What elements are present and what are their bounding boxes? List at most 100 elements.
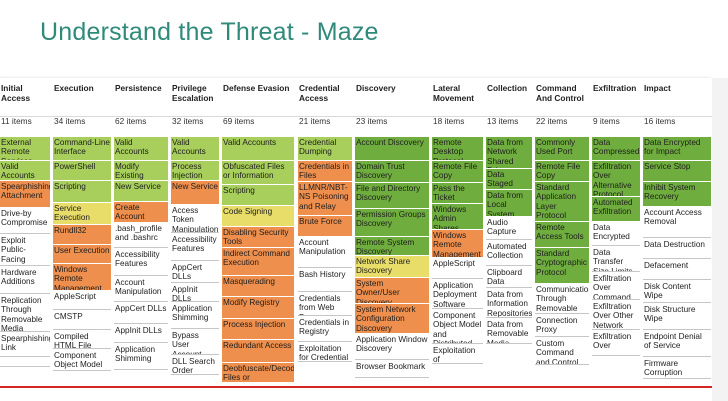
technique-cell[interactable]: Remote File Copy — [535, 161, 589, 181]
technique-cell[interactable]: Modify Existing Service — [114, 161, 168, 180]
technique-cell[interactable]: Access Token Manipulation — [171, 205, 219, 233]
tactic-header[interactable]: Impact — [644, 83, 671, 93]
technique-cell[interactable]: Exfiltration Over — [592, 331, 640, 356]
technique-cell[interactable]: Automated Exfiltration — [592, 197, 640, 221]
technique-cell[interactable]: Deobfuscate/Decode Files or Information — [222, 363, 294, 382]
technique-cell[interactable]: Data from Local System — [486, 190, 532, 216]
technique-cell[interactable]: Inhibit System Recovery — [643, 182, 711, 206]
technique-cell[interactable]: Remote System Discovery — [355, 237, 429, 255]
technique-cell[interactable]: Spearphishing Attachment — [0, 181, 50, 207]
technique-cell[interactable]: Credentials from Web Browsers — [298, 293, 352, 316]
technique-cell[interactable]: Standard Cryptographic Protocol — [535, 248, 589, 283]
technique-cell[interactable]: LLMNR/NBT-NS Poisoning and Relay — [298, 182, 352, 215]
technique-cell[interactable]: Data Compressed — [592, 137, 640, 160]
tactic-header[interactable]: Lateral Movement — [433, 83, 475, 103]
technique-cell[interactable]: Exploit Public-Facing Application — [0, 235, 50, 266]
technique-cell[interactable]: Brute Force — [298, 216, 352, 236]
technique-cell[interactable]: Communication Through Removable Media — [535, 284, 589, 314]
technique-cell[interactable]: Modify Registry — [222, 297, 294, 318]
technique-cell[interactable]: File and Directory Discovery — [355, 183, 429, 208]
technique-cell[interactable]: Network Share Discovery — [355, 256, 429, 277]
technique-cell[interactable]: Data Transfer Size Limits — [592, 247, 640, 272]
technique-cell[interactable]: Data from Removable Media — [486, 319, 532, 344]
technique-cell[interactable]: Firmware Corruption — [643, 358, 711, 379]
technique-cell[interactable]: Redundant Access — [222, 340, 294, 362]
technique-cell[interactable]: Create Account — [114, 202, 168, 222]
technique-cell[interactable]: Disk Content Wipe — [643, 281, 711, 303]
technique-cell[interactable]: Indirect Command Execution — [222, 248, 294, 275]
technique-cell[interactable]: Exploitation for Credential Access — [298, 343, 352, 362]
tactic-header[interactable]: Privilege Escalation — [172, 83, 214, 103]
tactic-header[interactable]: Collection — [487, 83, 528, 93]
technique-cell[interactable]: Service Execution — [53, 203, 111, 224]
tactic-header[interactable]: Discovery — [356, 83, 396, 93]
technique-cell[interactable]: Custom Command and Control — [535, 338, 589, 365]
technique-cell[interactable]: Domain Trust Discovery — [355, 161, 429, 182]
technique-cell[interactable]: Account Manipulation — [114, 277, 168, 302]
technique-cell[interactable]: Hardware Additions — [0, 267, 50, 294]
technique-cell[interactable]: Remote Desktop Protocol — [432, 137, 483, 160]
technique-cell[interactable]: Data Encrypted — [592, 222, 640, 246]
technique-cell[interactable]: Pass the Ticket — [432, 183, 483, 203]
tactic-header[interactable]: Persistence — [115, 83, 162, 93]
technique-cell[interactable]: New Service — [114, 181, 168, 201]
technique-cell[interactable] — [0, 358, 50, 367]
technique-cell[interactable]: Windows Admin Shares — [432, 204, 483, 229]
technique-cell[interactable]: Service Stop — [643, 161, 711, 181]
technique-cell[interactable]: Accessibility Features — [171, 234, 219, 261]
technique-cell[interactable]: Credentials in Registry — [298, 317, 352, 342]
technique-cell[interactable]: Data Encrypted for Impact — [643, 137, 711, 160]
technique-cell[interactable]: AppCert DLLs — [171, 262, 219, 283]
technique-cell[interactable]: AppleScript — [432, 258, 483, 279]
technique-cell[interactable]: Valid Accounts — [222, 137, 294, 160]
technique-cell[interactable]: Automated Collection — [486, 241, 532, 266]
technique-cell[interactable]: PowerShell — [53, 161, 111, 180]
technique-cell[interactable]: Connection Proxy — [535, 315, 589, 337]
technique-cell[interactable]: Remote Access Tools — [535, 222, 589, 247]
technique-cell[interactable]: External Remote Services — [0, 137, 50, 160]
technique-cell[interactable]: User Execution — [53, 245, 111, 263]
technique-cell[interactable]: Exfiltration Over Command and Control Ch… — [592, 273, 640, 300]
technique-cell[interactable]: Account Manipulation — [298, 237, 352, 268]
technique-cell[interactable]: System Owner/User Discovery — [355, 278, 429, 303]
tactic-header[interactable]: Initial Access — [1, 83, 31, 103]
technique-cell[interactable]: CMSTP — [53, 311, 111, 330]
technique-cell[interactable]: Windows Remote Management — [432, 230, 483, 257]
tactic-header[interactable]: Defense Evasion — [223, 83, 290, 93]
technique-cell[interactable]: Scripting — [53, 181, 111, 202]
technique-cell[interactable]: Data from Information Repositories — [486, 289, 532, 318]
technique-cell[interactable]: Application Shimming — [114, 344, 168, 370]
technique-cell[interactable]: Spearphishing Link — [0, 333, 50, 357]
tactic-header[interactable]: Execution — [54, 83, 94, 93]
technique-cell[interactable]: Compiled HTML File — [53, 331, 111, 349]
technique-cell[interactable]: Accessibility Features — [114, 249, 168, 276]
tactic-header[interactable]: Exfiltration — [593, 83, 637, 93]
technique-cell[interactable]: Masquerading — [222, 276, 294, 296]
technique-cell[interactable]: AppInit DLLs — [114, 325, 168, 343]
technique-cell[interactable]: Bypass User Account Control — [171, 330, 219, 355]
technique-cell[interactable]: Commonly Used Port — [535, 137, 589, 160]
technique-cell[interactable]: .bash_profile and .bashrc — [114, 223, 168, 248]
technique-cell[interactable]: System Network Configuration Discovery — [355, 304, 429, 333]
technique-cell[interactable]: Remote File Copy — [432, 161, 483, 182]
technique-cell[interactable]: Credential Dumping — [298, 137, 352, 160]
technique-cell[interactable]: Endpoint Denial of Service — [643, 331, 711, 357]
technique-cell[interactable]: Defacement — [643, 260, 711, 280]
technique-cell[interactable]: Application Window Discovery — [355, 334, 429, 360]
technique-cell[interactable]: AppleScript — [53, 291, 111, 310]
technique-cell[interactable]: Valid Accounts — [0, 161, 50, 180]
technique-cell[interactable]: New Service — [171, 181, 219, 204]
technique-cell[interactable]: Application Deployment Software — [432, 280, 483, 309]
technique-cell[interactable]: Command-Line Interface — [53, 137, 111, 160]
technique-cell[interactable]: Data Destruction — [643, 239, 711, 259]
technique-cell[interactable]: Disabling Security Tools — [222, 227, 294, 247]
technique-cell[interactable]: Windows Remote Management — [53, 264, 111, 290]
technique-cell[interactable]: Account Discovery — [355, 137, 429, 160]
technique-cell[interactable]: Account Access Removal — [643, 207, 711, 238]
technique-cell[interactable]: Code Signing — [222, 206, 294, 226]
technique-cell[interactable]: Credentials in Files — [298, 161, 352, 181]
tactic-header[interactable]: Command And Control — [536, 83, 584, 103]
technique-cell[interactable]: AppCert DLLs — [114, 303, 168, 324]
technique-cell[interactable]: Process Injection — [222, 319, 294, 339]
technique-cell[interactable]: Data Staged — [486, 169, 532, 189]
